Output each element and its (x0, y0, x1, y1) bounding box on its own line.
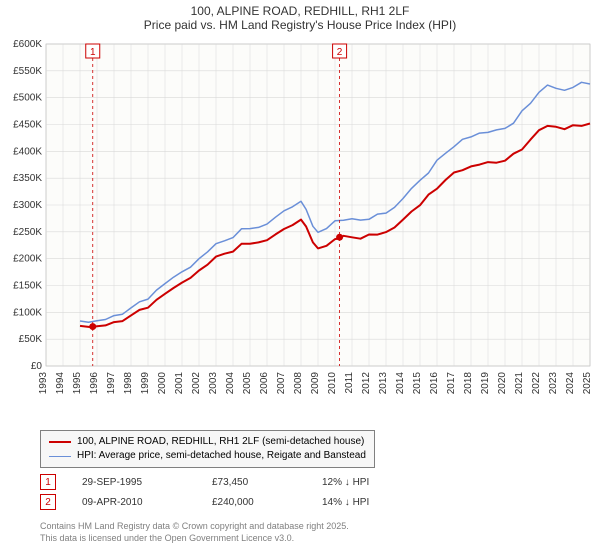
svg-text:2021: 2021 (514, 372, 525, 395)
svg-text:2019: 2019 (480, 372, 491, 395)
svg-text:£250K: £250K (13, 227, 42, 238)
sale-marker-1: 1 (40, 474, 56, 490)
sale-marker-2: 2 (40, 494, 56, 510)
svg-text:2020: 2020 (497, 372, 508, 395)
sales-table: 1 29-SEP-1995 £73,450 12% ↓ HPI 2 09-APR… (40, 472, 442, 512)
sale-date-1: 29-SEP-1995 (82, 477, 212, 488)
svg-text:2000: 2000 (157, 372, 168, 395)
svg-text:£50K: £50K (19, 334, 43, 345)
svg-text:£100K: £100K (13, 307, 42, 318)
svg-text:2010: 2010 (327, 372, 338, 395)
svg-text:1996: 1996 (89, 372, 100, 395)
footer-line-2: This data is licensed under the Open Gov… (40, 532, 349, 544)
svg-text:2008: 2008 (293, 372, 304, 395)
svg-text:£600K: £600K (13, 39, 42, 50)
legend-label-hpi: HPI: Average price, semi-detached house,… (77, 449, 366, 463)
svg-text:1995: 1995 (72, 372, 83, 395)
sale-date-2: 09-APR-2010 (82, 497, 212, 508)
svg-text:2002: 2002 (191, 372, 202, 395)
svg-text:£200K: £200K (13, 254, 42, 265)
svg-text:2017: 2017 (446, 372, 457, 395)
svg-text:£300K: £300K (13, 200, 42, 211)
legend: 100, ALPINE ROAD, REDHILL, RH1 2LF (semi… (40, 430, 375, 468)
svg-text:1: 1 (90, 47, 96, 58)
svg-text:2025: 2025 (582, 372, 593, 395)
legend-swatch-price-paid (49, 441, 71, 443)
svg-text:2016: 2016 (429, 372, 440, 395)
svg-text:2015: 2015 (412, 372, 423, 395)
svg-text:2024: 2024 (565, 372, 576, 395)
svg-text:£400K: £400K (13, 146, 42, 157)
svg-text:2012: 2012 (361, 372, 372, 395)
svg-text:£0: £0 (31, 361, 43, 372)
svg-text:1994: 1994 (55, 372, 66, 395)
svg-text:2022: 2022 (531, 372, 542, 395)
svg-text:2009: 2009 (310, 372, 321, 395)
svg-text:£550K: £550K (13, 66, 42, 77)
svg-text:2023: 2023 (548, 372, 559, 395)
legend-swatch-hpi (49, 456, 71, 457)
svg-text:2005: 2005 (242, 372, 253, 395)
svg-text:2: 2 (337, 47, 343, 58)
svg-text:2004: 2004 (225, 372, 236, 395)
sale-row-1: 1 29-SEP-1995 £73,450 12% ↓ HPI (40, 472, 442, 492)
svg-text:2018: 2018 (463, 372, 474, 395)
legend-item-price-paid: 100, ALPINE ROAD, REDHILL, RH1 2LF (semi… (49, 435, 366, 449)
legend-item-hpi: HPI: Average price, semi-detached house,… (49, 449, 366, 463)
svg-text:2011: 2011 (344, 372, 355, 394)
title-line-1: 100, ALPINE ROAD, REDHILL, RH1 2LF (0, 4, 600, 18)
title-line-2: Price paid vs. HM Land Registry's House … (0, 18, 600, 32)
svg-text:1993: 1993 (38, 372, 49, 395)
chart-area: £0 £50K £100K £150K £200K £250K £300K £350K £400… (0, 36, 600, 416)
svg-text:2003: 2003 (208, 372, 219, 395)
sale-diff-2: 14% ↓ HPI (322, 497, 442, 508)
line-chart-svg: £0 £50K £100K £150K £200K £250K £300K £350K £400… (0, 36, 600, 416)
svg-text:1999: 1999 (140, 372, 151, 395)
svg-text:£150K: £150K (13, 281, 42, 292)
footer-attribution: Contains HM Land Registry data © Crown c… (40, 520, 349, 544)
svg-text:2007: 2007 (276, 372, 287, 395)
svg-text:£350K: £350K (13, 173, 42, 184)
svg-text:2006: 2006 (259, 372, 270, 395)
svg-text:2014: 2014 (395, 372, 406, 395)
footer-line-1: Contains HM Land Registry data © Crown c… (40, 520, 349, 532)
svg-text:2013: 2013 (378, 372, 389, 395)
legend-label-price-paid: 100, ALPINE ROAD, REDHILL, RH1 2LF (semi… (77, 435, 364, 449)
sale-price-2: £240,000 (212, 497, 322, 508)
sale-row-2: 2 09-APR-2010 £240,000 14% ↓ HPI (40, 492, 442, 512)
svg-text:1997: 1997 (106, 372, 117, 395)
svg-text:2001: 2001 (174, 372, 185, 395)
svg-text:£500K: £500K (13, 93, 42, 104)
sale-diff-1: 12% ↓ HPI (322, 477, 442, 488)
svg-text:£450K: £450K (13, 120, 42, 131)
sale-price-1: £73,450 (212, 477, 322, 488)
svg-text:1998: 1998 (123, 372, 134, 395)
chart-title-block: 100, ALPINE ROAD, REDHILL, RH1 2LF Price… (0, 0, 600, 32)
